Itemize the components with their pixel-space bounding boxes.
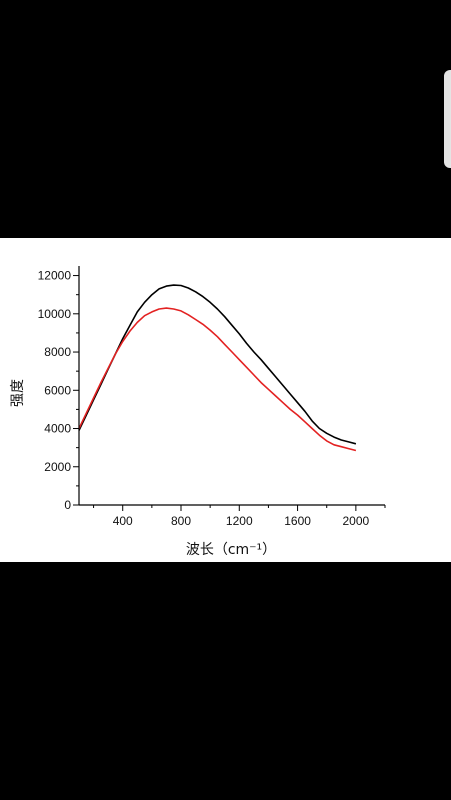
y-tick-label-0: 0 [64, 498, 71, 512]
x-tick-label-2000: 2000 [343, 514, 370, 528]
y-tick-label-10000: 10000 [38, 307, 72, 321]
spectrum-chart: 400 800 1200 1600 2000 0 2000 4000 6000 8000 1000… [10, 266, 386, 558]
x-tick-label-1200: 1200 [226, 514, 253, 528]
y-tick-label-4000: 4000 [44, 422, 71, 436]
y-tick-label-12000: 12000 [38, 269, 72, 283]
x-tick-label-800: 800 [171, 514, 191, 528]
series-line-1 [78, 284, 357, 445]
y-axis: 0 2000 4000 6000 8000 10000 12000 [38, 266, 80, 512]
x-axis-title: 波长（cm⁻¹） [186, 542, 276, 558]
y-tick-label-6000: 6000 [44, 383, 71, 397]
edge-panel-handle[interactable] [444, 70, 451, 168]
y-axis-title: 强度 [10, 379, 26, 407]
x-tick-label-400: 400 [113, 514, 133, 528]
series-line-2 [78, 307, 357, 452]
plot-area [78, 284, 357, 452]
y-tick-label-8000: 8000 [44, 345, 71, 359]
y-tick-label-2000: 2000 [44, 460, 71, 474]
x-axis: 400 800 1200 1600 2000 [79, 504, 386, 528]
x-tick-label-1600: 1600 [284, 514, 311, 528]
chart-panel: 400 800 1200 1600 2000 0 2000 4000 6000 8000 1000… [0, 238, 451, 562]
